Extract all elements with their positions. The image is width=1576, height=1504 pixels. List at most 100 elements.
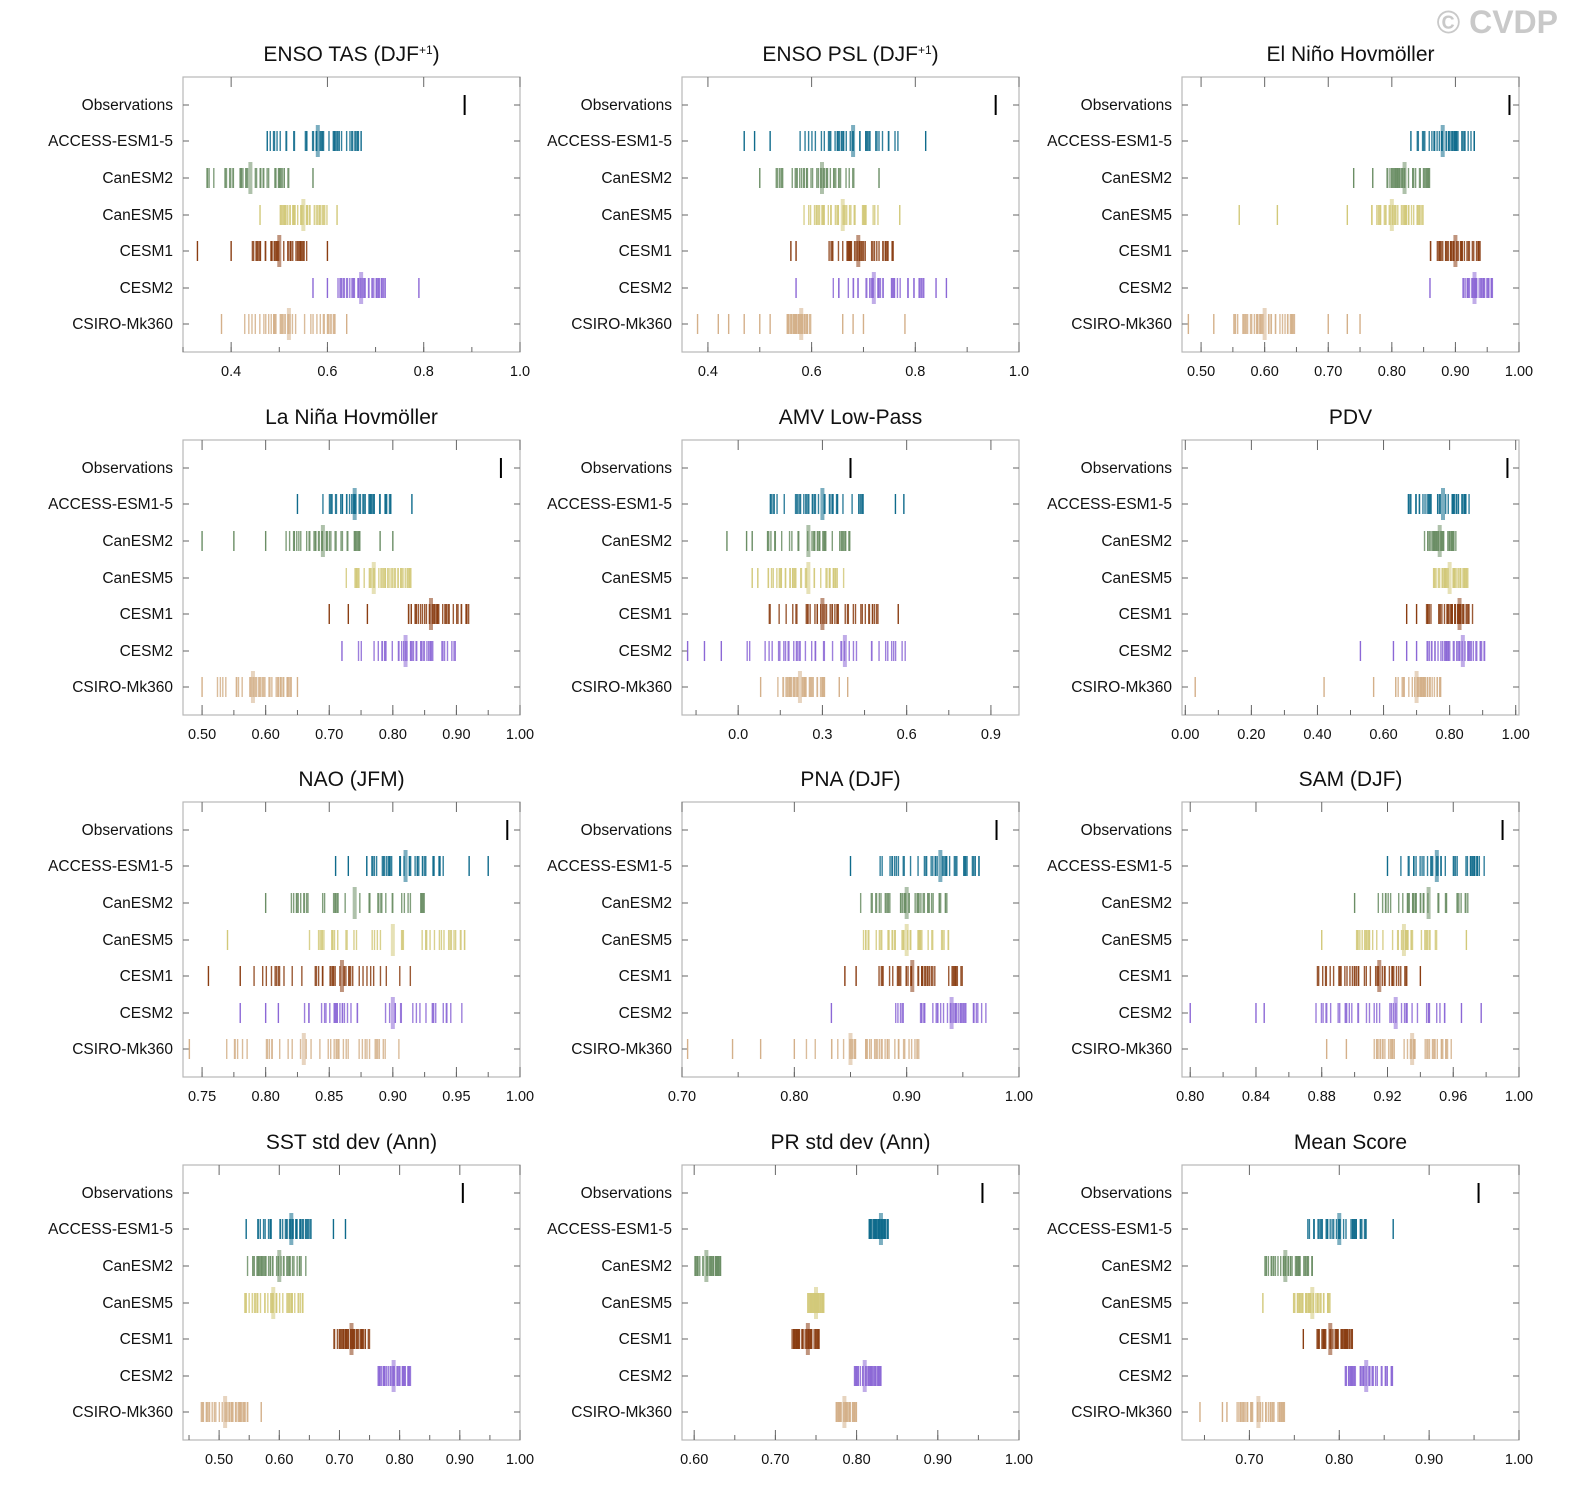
x-tick-label: 0.6 bbox=[802, 364, 822, 380]
y-label: CanESM2 bbox=[601, 170, 672, 187]
y-label: CanESM2 bbox=[102, 533, 173, 550]
x-tick-label: 1.0 bbox=[1009, 364, 1029, 380]
x-tick-label: 0.88 bbox=[1308, 1089, 1336, 1105]
watermark: © CVDP bbox=[1436, 4, 1558, 40]
x-tick-label: 0.60 bbox=[265, 1452, 293, 1468]
y-label: CESM2 bbox=[1119, 1368, 1172, 1385]
y-label: CanESM5 bbox=[601, 570, 672, 587]
y-label: CanESM2 bbox=[102, 170, 173, 187]
panel-title: ENSO TAS (DJF+1) bbox=[263, 43, 439, 66]
y-label: ACCESS-ESM1-5 bbox=[1047, 133, 1172, 150]
y-label: CESM1 bbox=[619, 968, 672, 985]
y-label: ACCESS-ESM1-5 bbox=[48, 496, 173, 513]
plot-frame bbox=[182, 801, 521, 1078]
y-label: CESM2 bbox=[619, 280, 672, 297]
y-label: CSIRO-Mk360 bbox=[571, 316, 672, 333]
panel-title-sup: +1 bbox=[419, 43, 433, 57]
x-tick-label: 0.70 bbox=[1314, 364, 1342, 380]
panel-title: PDV bbox=[1329, 406, 1372, 429]
y-label: CanESM5 bbox=[102, 207, 173, 224]
y-label: CESM1 bbox=[120, 243, 173, 260]
y-label: CanESM5 bbox=[601, 932, 672, 949]
panel-4: La Niña Hovmöller Observations ACCESS-ESM1… bbox=[48, 406, 534, 743]
panel-title: SAM (DJF) bbox=[1299, 768, 1403, 791]
panel-title-main: PNA (DJF) bbox=[800, 768, 900, 791]
x-tick-label: 0.60 bbox=[1251, 364, 1279, 380]
y-label: CESM1 bbox=[1119, 243, 1172, 260]
x-tick-label: 1.00 bbox=[506, 1452, 534, 1468]
y-label: ACCESS-ESM1-5 bbox=[48, 133, 173, 150]
panel-10: SST std dev (Ann) Observations ACCESS-ESM1… bbox=[48, 1131, 534, 1468]
y-label: CanESM2 bbox=[601, 533, 672, 550]
y-label: Observations bbox=[1081, 460, 1173, 477]
y-label: CanESM5 bbox=[102, 1295, 173, 1312]
x-tick-label: 0.90 bbox=[442, 727, 470, 743]
y-label: CanESM5 bbox=[102, 932, 173, 949]
y-label: CESM2 bbox=[120, 1005, 173, 1022]
y-label: CESM2 bbox=[1119, 280, 1172, 297]
x-tick-label: 0.4 bbox=[221, 364, 241, 380]
panel-title: PNA (DJF) bbox=[800, 768, 900, 791]
x-tick-label: 0.80 bbox=[1176, 1089, 1204, 1105]
y-label: ACCESS-ESM1-5 bbox=[1047, 496, 1172, 513]
panel-title-close: ) bbox=[932, 43, 939, 66]
x-tick-label: 0.92 bbox=[1373, 1089, 1401, 1105]
panel-11: PR std dev (Ann) Observations ACCESS-ESM1-… bbox=[547, 1131, 1033, 1468]
y-label: CESM1 bbox=[120, 606, 173, 623]
panel-title: AMV Low-Pass bbox=[779, 406, 923, 429]
plot-frame bbox=[182, 76, 521, 353]
x-tick-label: 0.6 bbox=[897, 727, 917, 743]
y-label: CanESM2 bbox=[601, 895, 672, 912]
y-label: ACCESS-ESM1-5 bbox=[547, 858, 672, 875]
y-label: CanESM2 bbox=[1101, 170, 1172, 187]
x-tick-label: 1.0 bbox=[510, 364, 530, 380]
x-tick-label: 0.70 bbox=[668, 1089, 696, 1105]
x-tick-label: 0.6 bbox=[317, 364, 337, 380]
y-label: Observations bbox=[82, 1185, 174, 1202]
x-tick-label: 0.0 bbox=[728, 727, 748, 743]
panel-title: NAO (JFM) bbox=[298, 768, 404, 791]
x-tick-label: 0.95 bbox=[442, 1089, 470, 1105]
y-label: CESM1 bbox=[120, 968, 173, 985]
panel-12: Mean Score Observations ACCESS-ESM1-5 CanES… bbox=[1047, 1131, 1533, 1468]
y-label: CSIRO-Mk360 bbox=[571, 679, 672, 696]
y-label: CSIRO-Mk360 bbox=[1071, 316, 1172, 333]
y-label: CESM2 bbox=[619, 1005, 672, 1022]
x-tick-label: 0.8 bbox=[414, 364, 434, 380]
y-label: CESM1 bbox=[619, 606, 672, 623]
y-label: CanESM2 bbox=[601, 1258, 672, 1275]
panel-title-main: AMV Low-Pass bbox=[779, 406, 923, 429]
y-label: Observations bbox=[1081, 822, 1173, 839]
panel-title-main: NAO (JFM) bbox=[298, 768, 404, 791]
y-label: CSIRO-Mk360 bbox=[72, 1041, 173, 1058]
y-label: ACCESS-ESM1-5 bbox=[48, 1221, 173, 1238]
y-label: ACCESS-ESM1-5 bbox=[48, 858, 173, 875]
y-label: CSIRO-Mk360 bbox=[571, 1041, 672, 1058]
x-tick-label: 1.00 bbox=[1505, 364, 1533, 380]
panel-title-close: ) bbox=[433, 43, 440, 66]
panel-title-main: SAM (DJF) bbox=[1299, 768, 1403, 791]
y-label: CanESM5 bbox=[1101, 570, 1172, 587]
x-tick-label: 0.8 bbox=[905, 364, 925, 380]
y-label: CSIRO-Mk360 bbox=[571, 1404, 672, 1421]
y-label: ACCESS-ESM1-5 bbox=[547, 1221, 672, 1238]
y-label: ACCESS-ESM1-5 bbox=[1047, 858, 1172, 875]
panel-title-main: ENSO PSL (DJF bbox=[762, 43, 918, 66]
x-tick-label: 0.3 bbox=[812, 727, 832, 743]
x-tick-label: 0.50 bbox=[1187, 364, 1215, 380]
plot-frame bbox=[1181, 1164, 1520, 1441]
y-label: ACCESS-ESM1-5 bbox=[1047, 1221, 1172, 1238]
y-label: CanESM5 bbox=[1101, 207, 1172, 224]
y-label: CESM2 bbox=[619, 1368, 672, 1385]
y-label: Observations bbox=[581, 1185, 673, 1202]
y-label: Observations bbox=[581, 822, 673, 839]
x-tick-label: 0.80 bbox=[1436, 727, 1464, 743]
y-label: CESM1 bbox=[1119, 606, 1172, 623]
y-label: CESM2 bbox=[120, 643, 173, 660]
x-tick-label: 0.85 bbox=[315, 1089, 343, 1105]
panel-title-main: Mean Score bbox=[1294, 1131, 1407, 1154]
y-label: CanESM5 bbox=[601, 1295, 672, 1312]
y-label: CanESM2 bbox=[102, 1258, 173, 1275]
y-label: CESM1 bbox=[619, 243, 672, 260]
y-label: CanESM2 bbox=[1101, 533, 1172, 550]
